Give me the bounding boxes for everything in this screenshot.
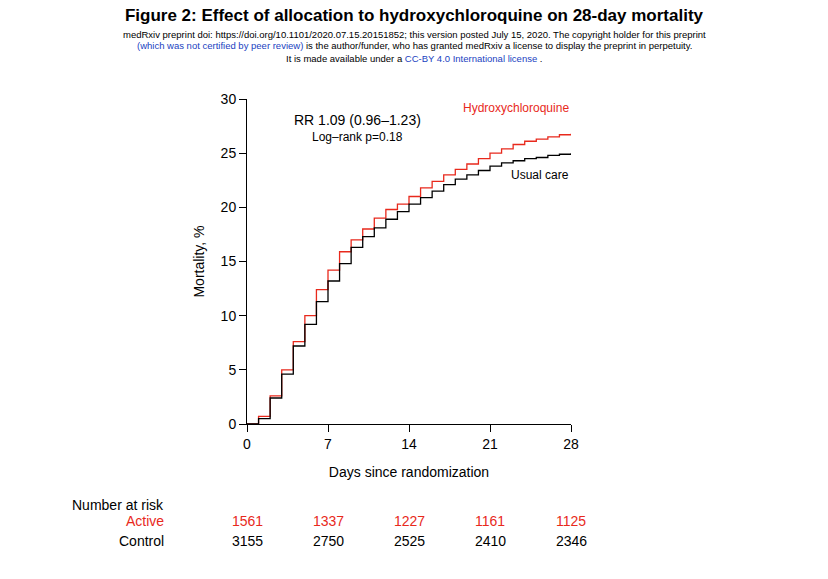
svg-text:21: 21	[482, 436, 498, 452]
svg-text:Log–rank p=0.18: Log–rank p=0.18	[312, 130, 403, 144]
svg-text:10: 10	[221, 308, 237, 324]
svg-text:Figure 2: Effect of allocation: Figure 2: Effect of allocation to hydrox…	[125, 6, 704, 25]
svg-text:1161: 1161	[475, 513, 505, 529]
svg-text:2525: 2525	[394, 533, 425, 549]
svg-text:Hydroxychloroquine: Hydroxychloroquine	[463, 101, 569, 115]
svg-text:25: 25	[221, 145, 237, 161]
svg-text:(which was not certified by pe: (which was not certified by peer review)…	[137, 40, 692, 51]
svg-text:2750: 2750	[313, 533, 344, 549]
svg-text:1227: 1227	[394, 513, 425, 529]
svg-text:It is made available under a C: It is made available under a CC-BY 4.0 I…	[286, 53, 542, 64]
svg-text:Control: Control	[119, 533, 164, 549]
svg-text:2410: 2410	[475, 533, 506, 549]
svg-text:Days since randomization: Days since randomization	[329, 464, 489, 480]
svg-text:20: 20	[221, 199, 237, 215]
svg-text:15: 15	[221, 253, 237, 269]
svg-text:3155: 3155	[232, 533, 263, 549]
svg-text:2346: 2346	[556, 533, 587, 549]
svg-text:28: 28	[563, 436, 579, 452]
svg-text:1561: 1561	[232, 513, 263, 529]
svg-text:Usual care: Usual care	[511, 168, 569, 182]
svg-text:7: 7	[324, 436, 332, 452]
svg-text:Number at risk: Number at risk	[72, 497, 164, 513]
svg-text:14: 14	[401, 436, 417, 452]
svg-text:Mortality, %: Mortality, %	[191, 225, 207, 297]
svg-text:5: 5	[228, 362, 236, 378]
svg-text:0: 0	[243, 436, 251, 452]
svg-text:30: 30	[221, 91, 237, 107]
svg-text:1125: 1125	[556, 513, 586, 529]
svg-text:0: 0	[228, 416, 236, 432]
svg-text:1337: 1337	[313, 513, 344, 529]
svg-text:RR 1.09 (0.96–1.23): RR 1.09 (0.96–1.23)	[294, 112, 421, 128]
svg-text:medRxiv preprint doi: https://: medRxiv preprint doi: https://doi.org/10…	[123, 29, 706, 40]
svg-text:Active: Active	[126, 513, 164, 529]
